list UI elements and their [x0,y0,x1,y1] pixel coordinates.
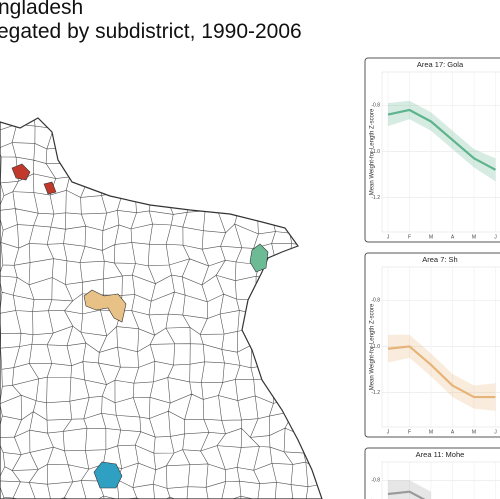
y-tick-label: -1.2 [371,390,380,396]
line [387,345,496,399]
y-axis-label: Mean Weight-for-Length Z-score [370,303,376,390]
y-tick-label: -1.2 [371,195,380,201]
y-tick-label: -0.8 [371,478,380,484]
y-tick-label: -0.8 [371,103,380,109]
panel-title: Area 11: Mohe [416,450,465,459]
y-tick-label: -0.8 [371,298,380,304]
highlight-area [93,461,123,489]
y-tick-label: -1.0 [371,344,380,350]
x-tick-label: F [408,429,411,435]
x-tick-label: M [429,234,433,240]
map [0,117,323,499]
panel-title: Area 17: Gola [417,60,464,69]
ribbon [388,100,496,182]
ribbon [388,480,431,499]
highlight-area [249,243,269,273]
line [387,108,497,171]
x-tick-label: J [494,234,497,240]
x-tick-label: J [387,429,390,435]
panel-title: Area 7: Sh [422,255,457,264]
y-tick-label: -1.0 [371,149,380,155]
title-line: ngladesh [0,0,84,19]
highlight-area [11,163,31,181]
ribbon [388,334,496,411]
chart-panels: Area 17: Gola -0.8 -1.0 -1.2 J F M A M J Mean Weig… [364,57,500,499]
x-tick-label: A [451,234,455,240]
x-tick-label: J [387,234,390,240]
title-line: egated by subdistrict, 1990-2006 [0,20,302,43]
y-axis-label: Mean Weight-for-Length Z-score [370,108,376,195]
x-tick-label: M [429,429,433,435]
x-tick-label: A [451,429,455,435]
highlight-area [43,181,57,195]
plot-area [381,71,500,233]
x-tick-label: J [494,429,497,435]
x-tick-label: F [408,234,411,240]
line [387,490,426,499]
subdistrict-borders [0,118,322,499]
x-tick-label: M [472,234,476,240]
highlight-area [83,289,127,323]
x-tick-label: M [472,429,476,435]
